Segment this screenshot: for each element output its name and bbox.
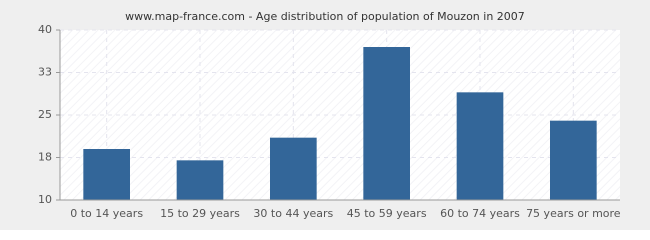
chart-title: www.map-france.com - Age distribution of… bbox=[125, 10, 525, 23]
bar bbox=[550, 120, 597, 200]
bar bbox=[83, 149, 130, 200]
y-tick-label: 40 bbox=[38, 23, 52, 36]
x-tick-label: 30 to 44 years bbox=[253, 207, 333, 220]
x-tick-label: 15 to 29 years bbox=[160, 207, 240, 220]
x-tick-label: 45 to 59 years bbox=[347, 207, 427, 220]
bar bbox=[270, 137, 317, 200]
x-tick-label: 0 to 14 years bbox=[70, 207, 143, 220]
x-tick-label: 60 to 74 years bbox=[440, 207, 520, 220]
y-tick-label: 18 bbox=[38, 151, 52, 164]
y-tick-label: 10 bbox=[38, 193, 52, 206]
bar bbox=[456, 92, 504, 200]
x-tick-label: 75 years or more bbox=[526, 207, 621, 220]
bar bbox=[176, 160, 224, 200]
chart: www.map-france.com - Age distribution of… bbox=[0, 0, 650, 230]
y-tick-label: 33 bbox=[38, 66, 52, 79]
bar bbox=[363, 47, 410, 200]
page: www.map-france.com - Age distribution of… bbox=[0, 0, 650, 230]
y-tick-label: 25 bbox=[38, 108, 52, 121]
